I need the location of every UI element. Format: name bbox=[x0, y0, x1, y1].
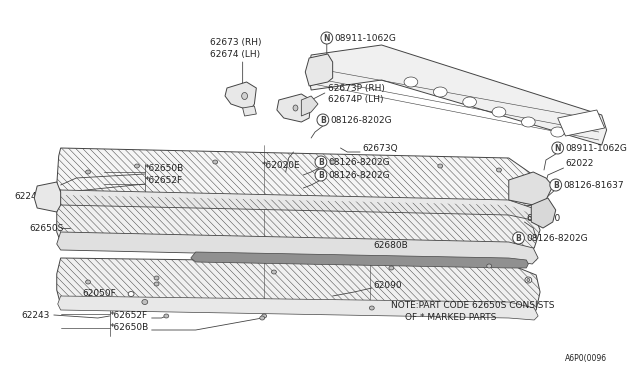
Text: *62652F: *62652F bbox=[109, 311, 148, 320]
Text: B: B bbox=[320, 115, 326, 125]
Text: 08126-8202G: 08126-8202G bbox=[331, 115, 392, 125]
Polygon shape bbox=[305, 54, 333, 86]
Text: 08911-1062G: 08911-1062G bbox=[566, 144, 627, 153]
Ellipse shape bbox=[438, 164, 443, 168]
Text: 62022: 62022 bbox=[566, 158, 594, 167]
Ellipse shape bbox=[551, 127, 564, 137]
Polygon shape bbox=[225, 82, 257, 110]
Polygon shape bbox=[57, 195, 540, 252]
Ellipse shape bbox=[213, 160, 218, 164]
Polygon shape bbox=[58, 296, 538, 320]
Text: B: B bbox=[553, 180, 559, 189]
Text: 62050F: 62050F bbox=[82, 289, 116, 298]
Text: N: N bbox=[554, 144, 561, 153]
Ellipse shape bbox=[433, 87, 447, 97]
Ellipse shape bbox=[463, 97, 477, 107]
Text: B: B bbox=[318, 157, 324, 167]
Text: 626740: 626740 bbox=[526, 214, 561, 222]
Ellipse shape bbox=[522, 117, 535, 127]
Polygon shape bbox=[277, 94, 311, 122]
Text: 62090: 62090 bbox=[374, 280, 403, 289]
Polygon shape bbox=[57, 232, 538, 264]
Text: 62674P (LH): 62674P (LH) bbox=[328, 94, 383, 103]
Text: 08126-81637: 08126-81637 bbox=[564, 180, 624, 189]
Text: 62673Q: 62673Q bbox=[362, 144, 397, 153]
Text: N: N bbox=[324, 33, 330, 42]
Text: 62680B: 62680B bbox=[374, 241, 408, 250]
Ellipse shape bbox=[525, 277, 532, 283]
Ellipse shape bbox=[164, 314, 169, 318]
Ellipse shape bbox=[154, 282, 159, 286]
Text: OF * MARKED PARTS: OF * MARKED PARTS bbox=[405, 314, 497, 323]
Text: B: B bbox=[516, 234, 522, 243]
Text: 08126-8202G: 08126-8202G bbox=[329, 170, 390, 180]
Text: 62650S: 62650S bbox=[29, 224, 64, 232]
Ellipse shape bbox=[86, 170, 90, 174]
Polygon shape bbox=[35, 182, 61, 212]
Text: *62652F: *62652F bbox=[145, 176, 183, 185]
Ellipse shape bbox=[527, 279, 530, 282]
Ellipse shape bbox=[404, 77, 418, 87]
Text: *62020E: *62020E bbox=[262, 160, 301, 170]
Ellipse shape bbox=[262, 314, 267, 318]
Polygon shape bbox=[58, 190, 536, 220]
Polygon shape bbox=[531, 198, 556, 228]
Ellipse shape bbox=[260, 316, 265, 320]
Ellipse shape bbox=[487, 264, 492, 268]
Polygon shape bbox=[57, 258, 540, 315]
Ellipse shape bbox=[142, 299, 148, 305]
Text: B: B bbox=[318, 170, 324, 180]
Circle shape bbox=[552, 142, 564, 154]
Circle shape bbox=[315, 169, 327, 181]
Polygon shape bbox=[509, 172, 553, 205]
Text: *62650B: *62650B bbox=[145, 164, 184, 173]
Text: 08126-8202G: 08126-8202G bbox=[329, 157, 390, 167]
Text: 62674 (LH): 62674 (LH) bbox=[211, 49, 260, 58]
Polygon shape bbox=[301, 96, 318, 116]
Text: NOTE:PART CODE 62650S CONSISTS: NOTE:PART CODE 62650S CONSISTS bbox=[391, 301, 555, 311]
Polygon shape bbox=[57, 148, 538, 208]
Ellipse shape bbox=[369, 306, 374, 310]
Polygon shape bbox=[557, 110, 605, 136]
Text: 62243: 62243 bbox=[22, 311, 50, 320]
Polygon shape bbox=[243, 106, 257, 116]
Text: *62650B: *62650B bbox=[109, 324, 149, 333]
Circle shape bbox=[317, 114, 329, 126]
Circle shape bbox=[550, 179, 562, 191]
Ellipse shape bbox=[86, 280, 90, 284]
Text: 62242: 62242 bbox=[15, 192, 43, 201]
Ellipse shape bbox=[330, 160, 335, 164]
Circle shape bbox=[321, 32, 333, 44]
Text: A6P0(0096: A6P0(0096 bbox=[564, 353, 607, 362]
Ellipse shape bbox=[134, 164, 140, 168]
Text: 08126-8202G: 08126-8202G bbox=[526, 234, 588, 243]
Ellipse shape bbox=[389, 266, 394, 270]
Polygon shape bbox=[308, 45, 607, 145]
Ellipse shape bbox=[242, 93, 248, 99]
Ellipse shape bbox=[492, 107, 506, 117]
Circle shape bbox=[315, 156, 327, 168]
Circle shape bbox=[513, 232, 524, 244]
Polygon shape bbox=[191, 252, 529, 268]
Ellipse shape bbox=[271, 270, 276, 274]
Ellipse shape bbox=[497, 168, 501, 172]
Ellipse shape bbox=[154, 276, 159, 280]
Text: 08911-1062G: 08911-1062G bbox=[335, 33, 397, 42]
Text: 62673 (RH): 62673 (RH) bbox=[211, 38, 262, 46]
Ellipse shape bbox=[293, 105, 298, 111]
Ellipse shape bbox=[128, 292, 134, 296]
Text: 62673P (RH): 62673P (RH) bbox=[328, 83, 385, 93]
